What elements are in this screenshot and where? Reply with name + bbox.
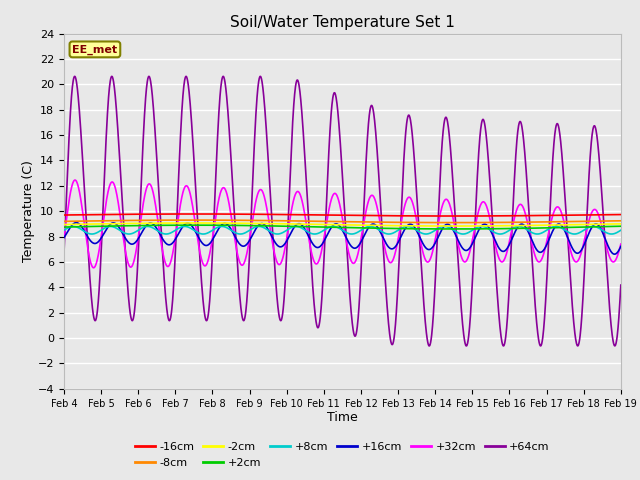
+16cm xyxy=(601,235,609,241)
-16cm xyxy=(499,213,507,219)
+2cm xyxy=(60,224,68,230)
-16cm xyxy=(601,212,609,217)
+2cm xyxy=(601,224,609,229)
+64cm xyxy=(617,282,625,288)
+8cm xyxy=(60,228,68,233)
-2cm xyxy=(190,220,198,226)
+8cm xyxy=(499,231,507,237)
+32cm xyxy=(601,237,609,243)
-16cm xyxy=(60,212,68,218)
+8cm xyxy=(316,229,324,235)
-16cm xyxy=(450,213,458,219)
Line: -2cm: -2cm xyxy=(64,223,621,226)
+16cm xyxy=(72,220,80,226)
Line: -16cm: -16cm xyxy=(64,214,621,216)
-8cm xyxy=(316,218,324,224)
+2cm xyxy=(617,223,625,229)
-8cm xyxy=(617,218,625,224)
Line: +32cm: +32cm xyxy=(64,180,621,268)
+16cm xyxy=(499,249,506,254)
+16cm xyxy=(89,240,97,246)
-16cm xyxy=(190,211,198,217)
-16cm xyxy=(331,212,339,218)
+64cm xyxy=(60,250,68,256)
+32cm xyxy=(89,264,97,270)
-8cm xyxy=(601,218,609,224)
+32cm xyxy=(332,191,339,196)
-16cm xyxy=(602,212,609,217)
+64cm xyxy=(426,343,433,349)
-8cm xyxy=(60,218,68,224)
+64cm xyxy=(145,73,153,79)
-2cm xyxy=(499,223,507,228)
-8cm xyxy=(602,218,609,224)
+16cm xyxy=(617,243,625,249)
-16cm xyxy=(617,212,625,217)
+2cm xyxy=(190,222,198,228)
-2cm xyxy=(60,222,68,228)
-2cm xyxy=(617,221,625,227)
+16cm xyxy=(331,221,339,227)
+64cm xyxy=(331,90,339,96)
Text: EE_met: EE_met xyxy=(72,44,118,55)
+64cm xyxy=(88,305,96,311)
Title: Soil/Water Temperature Set 1: Soil/Water Temperature Set 1 xyxy=(230,15,455,30)
Line: +8cm: +8cm xyxy=(64,227,621,234)
Line: +2cm: +2cm xyxy=(64,225,621,229)
+32cm xyxy=(90,265,97,271)
+32cm xyxy=(499,259,507,264)
Y-axis label: Temperature (C): Temperature (C) xyxy=(22,160,35,262)
Line: -8cm: -8cm xyxy=(64,220,621,223)
-8cm xyxy=(450,220,458,226)
+8cm xyxy=(441,224,449,229)
-2cm xyxy=(450,223,458,229)
+2cm xyxy=(331,225,339,230)
+32cm xyxy=(602,239,609,244)
+2cm xyxy=(316,224,324,230)
+16cm xyxy=(611,252,618,257)
-8cm xyxy=(499,219,507,225)
+8cm xyxy=(331,224,339,229)
+64cm xyxy=(601,238,609,244)
Line: +16cm: +16cm xyxy=(64,223,621,254)
+32cm xyxy=(60,234,68,240)
+2cm xyxy=(602,224,609,229)
+16cm xyxy=(316,243,324,249)
+64cm xyxy=(316,314,324,320)
X-axis label: Time: Time xyxy=(327,411,358,424)
+64cm xyxy=(499,343,507,348)
+8cm xyxy=(236,231,244,237)
-16cm xyxy=(88,212,96,217)
+8cm xyxy=(601,229,609,235)
+2cm xyxy=(88,224,96,229)
+8cm xyxy=(602,229,609,235)
+64cm xyxy=(602,242,609,248)
-2cm xyxy=(602,221,609,227)
+2cm xyxy=(499,226,507,231)
-8cm xyxy=(190,217,198,223)
+32cm xyxy=(71,177,79,183)
-2cm xyxy=(88,221,96,227)
+32cm xyxy=(317,252,324,258)
Line: +64cm: +64cm xyxy=(64,76,621,346)
-2cm xyxy=(316,222,324,228)
-8cm xyxy=(88,218,96,224)
-2cm xyxy=(331,222,339,228)
+8cm xyxy=(88,231,96,237)
-2cm xyxy=(601,221,609,227)
Legend: -16cm, -8cm, -2cm, +2cm, +8cm, +16cm, +32cm, +64cm: -16cm, -8cm, -2cm, +2cm, +8cm, +16cm, +3… xyxy=(131,438,554,472)
+16cm xyxy=(60,235,68,240)
-8cm xyxy=(331,218,339,224)
+32cm xyxy=(617,241,625,247)
+2cm xyxy=(450,226,458,232)
-16cm xyxy=(316,212,324,218)
+16cm xyxy=(601,235,609,240)
+8cm xyxy=(617,228,625,233)
